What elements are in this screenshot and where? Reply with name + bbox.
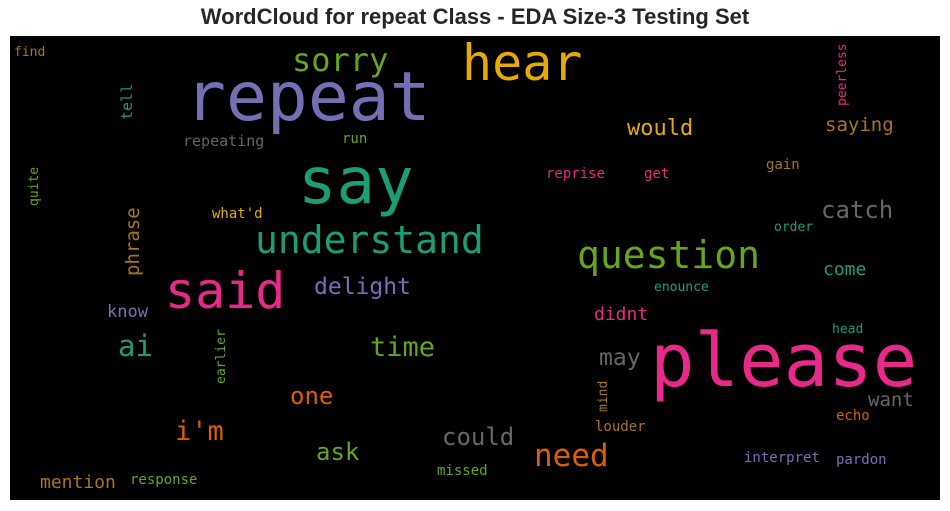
word-didnt: didnt xyxy=(594,304,649,325)
word-peerless: peerless xyxy=(835,43,850,106)
word-gain: gain xyxy=(766,157,800,173)
word-know: know xyxy=(107,302,148,322)
word-quite: quite xyxy=(27,166,42,206)
word-ai: ai xyxy=(118,329,153,363)
word-sorry: sorry xyxy=(292,41,389,79)
word-cloud: please repeat say hear understand said q… xyxy=(10,36,940,500)
word-find: find xyxy=(14,45,46,60)
word-earlier: earlier xyxy=(214,329,229,384)
word-im: i'm xyxy=(175,416,224,447)
word-saying: saying xyxy=(825,114,894,136)
word-get: get xyxy=(644,166,670,182)
word-whatd: what'd xyxy=(212,206,263,222)
word-said: said xyxy=(165,262,286,320)
word-reprise: reprise xyxy=(546,166,606,182)
word-understand: understand xyxy=(255,218,484,262)
word-could: could xyxy=(442,423,515,451)
word-time: time xyxy=(370,332,436,363)
chart-title: WordCloud for repeat Class - EDA Size-3 … xyxy=(200,4,750,29)
word-phrase: phrase xyxy=(122,207,144,276)
word-want: want xyxy=(868,389,914,411)
word-missed: missed xyxy=(437,463,488,479)
word-one: one xyxy=(290,382,334,410)
word-echo: echo xyxy=(836,408,870,424)
word-hear: hear xyxy=(462,36,583,92)
word-may: may xyxy=(599,345,641,371)
word-response: response xyxy=(130,472,198,488)
word-pardon: pardon xyxy=(836,452,887,468)
word-head: head xyxy=(832,322,864,337)
word-louder: louder xyxy=(595,419,646,435)
word-come: come xyxy=(823,259,867,280)
word-interpret: interpret xyxy=(744,450,820,466)
word-repeat: repeat xyxy=(185,58,431,137)
word-say: say xyxy=(298,145,414,219)
word-need: need xyxy=(534,438,609,474)
word-would: would xyxy=(627,116,694,141)
word-catch: catch xyxy=(821,196,894,224)
word-ask: ask xyxy=(316,438,360,466)
word-tell: tell xyxy=(118,83,136,120)
word-mention: mention xyxy=(40,472,116,493)
word-run: run xyxy=(342,131,368,147)
word-please: please xyxy=(650,318,918,404)
word-delight: delight xyxy=(314,274,411,300)
word-mind: mind xyxy=(596,380,611,412)
word-enounce: enounce xyxy=(654,280,709,295)
word-question: question xyxy=(577,233,761,277)
word-repeating: repeating xyxy=(183,132,265,150)
word-order: order xyxy=(774,220,814,235)
